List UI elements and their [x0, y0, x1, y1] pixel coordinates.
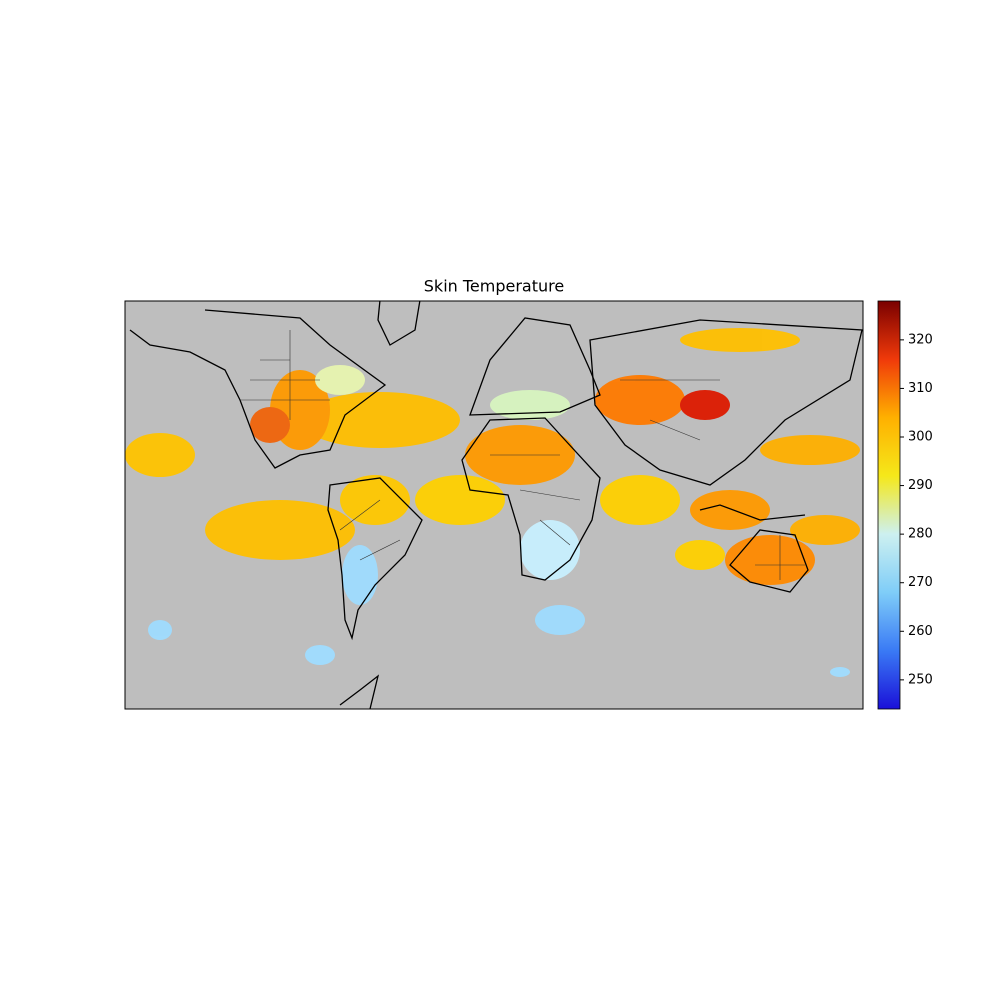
chart-title: Skin Temperature: [424, 277, 564, 296]
colorbar-tick-label: 290: [908, 478, 933, 493]
colorbar-tick-label: 300: [908, 430, 933, 445]
colorbar-tick-label: 320: [908, 332, 933, 347]
borders: [240, 330, 805, 580]
colorbar-tick-label: 310: [908, 381, 933, 396]
colorbar: 250 260 270 280 290 300 310 320: [877, 300, 933, 710]
map-layer: [125, 301, 863, 709]
colorbar-tick-label: 260: [908, 624, 933, 639]
colorbar-tick-label: 270: [908, 575, 933, 590]
coastlines: [129, 301, 863, 709]
colorbar-scale: [877, 300, 901, 710]
colorbar-tick-label: 250: [908, 672, 933, 687]
map-frame: [124, 300, 864, 710]
colorbar-tick-label: 280: [908, 527, 933, 542]
